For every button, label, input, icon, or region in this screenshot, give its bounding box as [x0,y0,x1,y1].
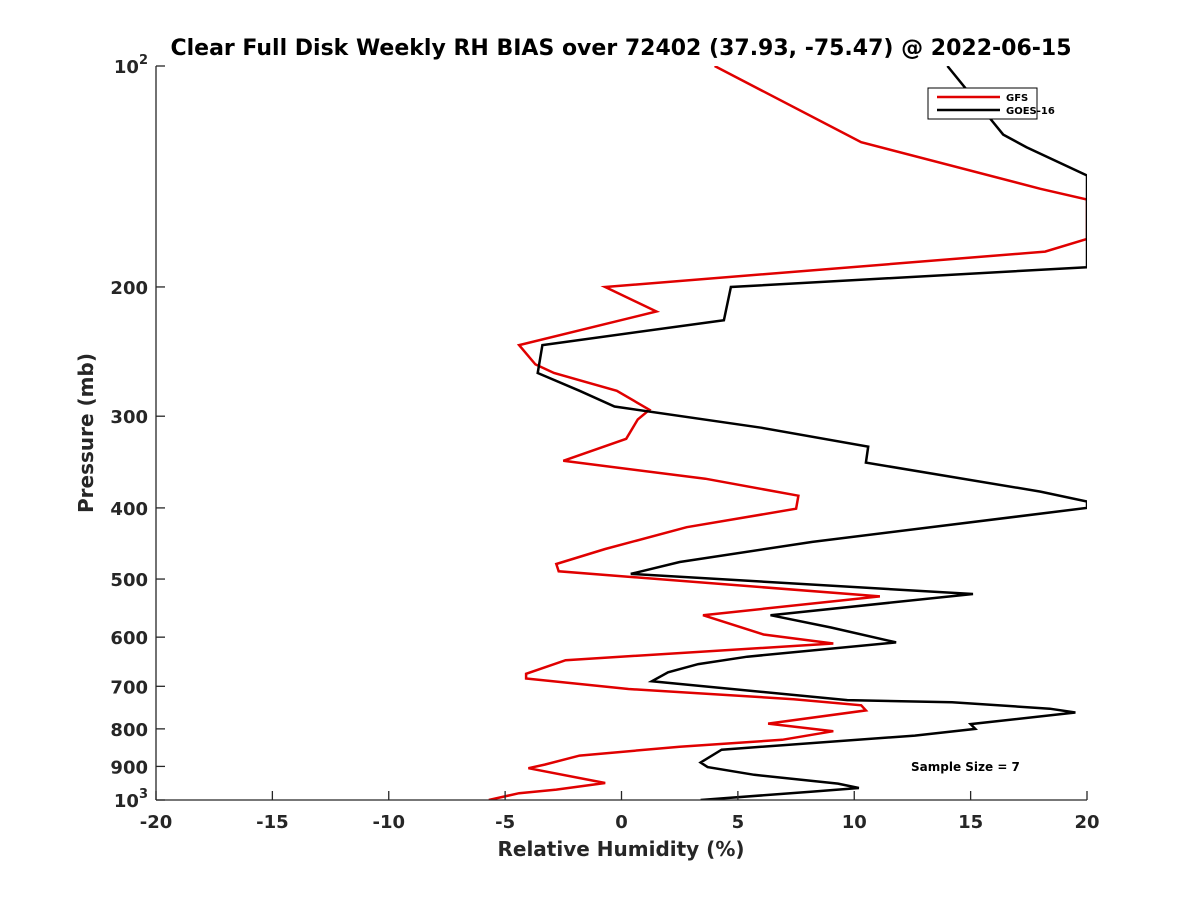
y-tick-label: 200 [110,278,148,299]
chart-title: Clear Full Disk Weekly RH BIAS over 7240… [170,36,1071,61]
series-line-goes-16 [536,66,1087,800]
axes-background [156,66,1087,800]
series-layer [488,66,1087,800]
y-tick-label: 102 [114,53,148,78]
legend-label-goes-16: GOES-16 [1006,106,1055,117]
y-tick-label: 800 [110,720,148,741]
y-tick-label: 700 [110,677,148,698]
y-tick-label: 600 [110,628,148,649]
y-axis-label: Pressure (mb) [74,353,98,513]
x-tick-label: -20 [140,812,173,833]
x-tick-label: -10 [372,812,405,833]
y-tick-label: 500 [110,570,148,591]
legend-label-gfs: GFS [1006,93,1028,104]
x-tick-label: 5 [732,812,745,833]
x-tick-label: 15 [958,812,983,833]
y-tick-label: 400 [110,499,148,520]
x-tick-label: 10 [842,812,867,833]
y-ticks: 102 200 300 400 500 600 700 800 900 103 [110,53,165,812]
x-ticks: -20 -15 -10 -5 0 5 10 15 20 [140,791,1100,833]
y-tick-label: 300 [110,407,148,428]
legend-box [927,87,1038,120]
x-tick-label: 20 [1074,812,1099,833]
x-tick-label: 0 [615,812,628,833]
sample-size-annotation: Sample Size = 7 [911,760,1020,774]
x-axis-label: Relative Humidity (%) [497,837,744,861]
series-line-gfs [488,66,1087,800]
plot-area: -20 -15 -10 -5 0 5 10 15 20 102 200 300 400 500 600 70… [110,53,1099,833]
legend: GFS GOES-16 [927,87,1055,120]
x-tick-label: -15 [256,812,289,833]
y-tick-label: 900 [110,757,148,778]
x-tick-label: -5 [495,812,515,833]
y-tick-label: 103 [114,787,148,812]
